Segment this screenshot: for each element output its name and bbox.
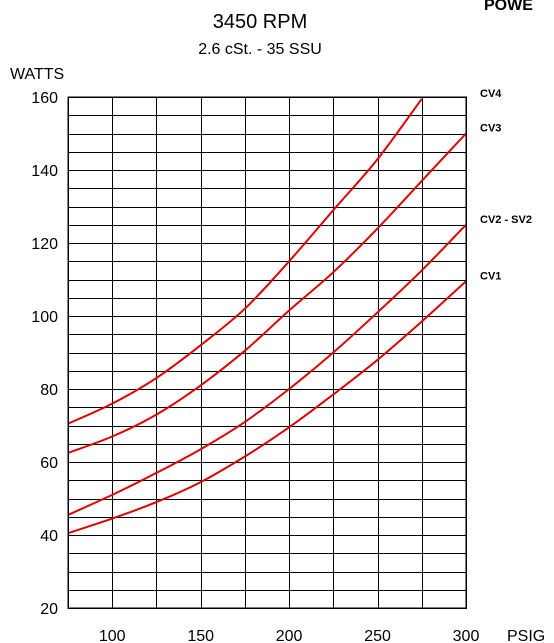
chart-title: 3450 RPM <box>213 11 308 33</box>
y-tick-label: 140 <box>31 163 58 180</box>
series-label-cv1: CV1 <box>480 270 501 282</box>
x-tick-label: 150 <box>187 628 214 643</box>
cutoff-heading: POWE <box>484 0 533 14</box>
y-tick-label: 120 <box>31 236 58 253</box>
y-tick-label: 40 <box>40 528 58 545</box>
series-label-cv3: CV3 <box>480 123 501 135</box>
y-tick-label: 60 <box>40 455 58 472</box>
x-axis-label: PSIG <box>507 628 545 643</box>
series-line-cv3 <box>67 132 467 454</box>
y-tick-label: 20 <box>40 601 58 618</box>
series-label-cv2-sv2: CV2 - SV2 <box>480 214 532 226</box>
series-labels: CV4 CV3 CV2 - SV2 CV1 <box>480 88 532 283</box>
series-label-cv4: CV4 <box>480 88 502 100</box>
x-tick-label: 200 <box>276 628 303 643</box>
y-tick-label: 100 <box>31 309 58 326</box>
tick-labels: 20 40 60 80 100 120 140 160 100 150 200 250 300 <box>31 90 479 643</box>
series-lines <box>67 98 467 535</box>
x-tick-label: 100 <box>99 628 126 643</box>
x-tick-label: 250 <box>364 628 391 643</box>
series-line-cv1 <box>67 280 467 535</box>
series-line-cv4 <box>67 98 423 425</box>
plot-grid <box>68 97 467 609</box>
x-tick-label: 300 <box>453 628 480 643</box>
y-tick-label: 80 <box>40 382 58 399</box>
plot-frame <box>67 96 467 609</box>
y-tick-label: 160 <box>31 90 58 107</box>
chart-subtitle: 2.6 cSt. - 35 SSU <box>198 41 322 58</box>
y-axis-label: WATTS <box>10 66 64 83</box>
series-line-cv2-sv2 <box>67 224 467 516</box>
